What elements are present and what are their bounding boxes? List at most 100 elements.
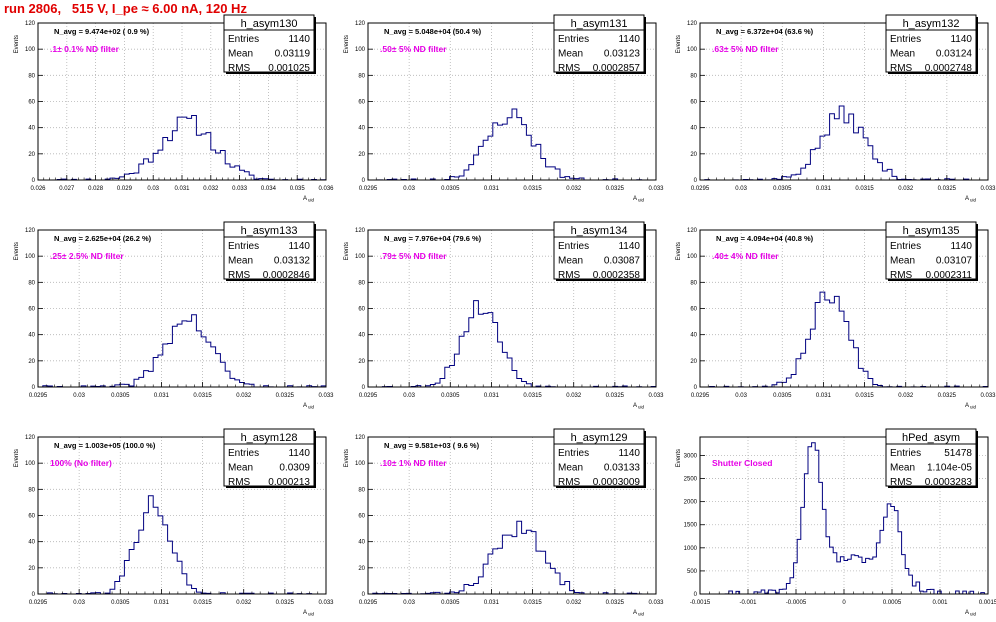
y-tick-label: 0 — [362, 592, 366, 598]
x-tick-label: 0.0325 — [938, 186, 957, 192]
y-tick-label: 80 — [358, 487, 365, 493]
x-tick-label: 0.0315 — [193, 393, 212, 399]
x-axis-label: Auid — [303, 196, 315, 203]
y-tick-label: 20 — [358, 359, 365, 365]
y-tick-label: 3000 — [684, 453, 698, 459]
stats-box-frame — [223, 428, 315, 487]
x-axis-label: Auid — [965, 196, 977, 203]
stats-box: h_asym129 Entries 1140 Mean 0.03133 RMS 0.0003… — [553, 428, 646, 488]
stats-value: 1140 — [288, 34, 310, 45]
y-tick-label: 100 — [355, 47, 366, 53]
x-tick-label: 0.033 — [648, 186, 664, 192]
y-tick-label: 120 — [25, 435, 36, 441]
navg-label: N_avg = 1.003e+05 (100.0 %) — [54, 441, 156, 450]
stats-label: RMS — [558, 270, 581, 281]
y-tick-label: 0 — [694, 592, 698, 598]
x-tick-label: 0.032 — [898, 393, 914, 399]
stats-label: RMS — [890, 270, 913, 281]
navg-label: N_avg = 4.094e+04 (40.8 %) — [716, 234, 814, 243]
histogram-name: h_asym134 — [571, 225, 628, 237]
y-tick-label: 80 — [28, 487, 35, 493]
stats-box-frame — [553, 221, 645, 280]
histogram-panel-h_asym134: 0.0295 0.03 0.0305 0.031 0.0315 0.032 0.0325 0.… — [344, 221, 664, 410]
y-tick-label: 60 — [28, 100, 35, 106]
stats-value: 1140 — [950, 241, 972, 252]
y-tick-label: 100 — [25, 254, 36, 260]
y-tick-label: 2500 — [684, 477, 698, 483]
x-tick-label: 0.0295 — [359, 600, 378, 606]
stats-value: 1140 — [618, 241, 640, 252]
y-tick-label: 40 — [28, 540, 35, 546]
filter-label: .10± 1% ND filter — [380, 458, 447, 468]
stats-value: 1140 — [288, 448, 310, 459]
y-tick-label: 100 — [355, 254, 366, 260]
x-tick-label: 0.0315 — [193, 600, 212, 606]
y-tick-label: 20 — [690, 359, 697, 365]
stats-label: Mean — [558, 49, 583, 60]
y-tick-label: 40 — [358, 126, 365, 132]
stats-value: 0.03119 — [275, 49, 311, 60]
navg-label: N_avg = 5.048e+04 (50.4 %) — [384, 27, 482, 36]
y-tick-label: 100 — [25, 461, 36, 467]
y-tick-label: 20 — [28, 566, 35, 572]
y-axis-label: Events — [676, 449, 682, 467]
filter-label: Shutter Closed — [712, 458, 772, 468]
y-tick-label: 120 — [25, 21, 36, 27]
y-tick-label: 100 — [25, 47, 36, 53]
x-axis-label: Auid — [965, 610, 977, 617]
stats-box: h_asym130 Entries 1140 Mean 0.03119 RMS 0.0010… — [223, 14, 316, 74]
stats-value: 1.104e-05 — [927, 463, 972, 474]
stats-label: RMS — [558, 63, 581, 74]
stats-value: 1140 — [618, 448, 640, 459]
x-tick-label: 0 — [842, 600, 846, 606]
stats-box: hPed_asym Entries 51478 Mean 1.104e-05 RMS 0.0… — [885, 428, 978, 488]
stats-label: Entries — [890, 241, 921, 252]
y-axis-label: Events — [14, 242, 20, 260]
y-tick-label: 40 — [358, 333, 365, 339]
histogram-panel-h_asym132: 0.0295 0.03 0.0305 0.031 0.0315 0.032 0.0325 0.… — [676, 14, 996, 203]
stats-label: Mean — [890, 49, 915, 60]
histogram-name: h_asym128 — [241, 432, 298, 444]
histogram-panel-h_asym130: 0.026 0.027 0.028 0.029 0.03 0.031 0.032 0.033 0… — [14, 14, 334, 203]
x-tick-label: 0.032 — [236, 393, 252, 399]
x-tick-label: 0.031 — [174, 186, 190, 192]
histogram-series — [368, 520, 656, 595]
navg-label: N_avg = 2.625e+04 (26.2 %) — [54, 234, 152, 243]
stats-value: 0.0002311 — [925, 270, 972, 281]
stats-label: Entries — [890, 448, 921, 459]
x-tick-label: 0.0305 — [773, 186, 792, 192]
stats-label: RMS — [228, 63, 251, 74]
x-tick-label: 0.032 — [566, 600, 582, 606]
y-tick-label: 0 — [32, 178, 36, 184]
x-tick-label: 0.0315 — [523, 393, 542, 399]
stats-value: 0.03124 — [936, 49, 973, 60]
stats-value: 0.000213 — [268, 477, 310, 488]
x-tick-label: 0.0325 — [938, 393, 957, 399]
y-axis-label: Events — [14, 449, 20, 467]
y-tick-label: 120 — [355, 21, 366, 27]
histogram-panel-hPed_asym: -0.0015 -0.001 -0.0005 0 0.0005 0.001 0.0015 0 5… — [676, 428, 996, 617]
histogram-panel-h_asym133: 0.0295 0.03 0.0305 0.031 0.0315 0.032 0.0325 0.… — [14, 221, 334, 410]
stats-value: 0.0002358 — [593, 270, 641, 281]
y-tick-label: 20 — [358, 566, 365, 572]
x-axis-label: Auid — [633, 403, 645, 410]
histogram-name: h_asym133 — [241, 225, 298, 237]
y-tick-label: 120 — [25, 228, 36, 234]
stats-label: Mean — [228, 49, 253, 60]
y-tick-label: 0 — [32, 592, 36, 598]
stats-box-frame — [553, 428, 645, 487]
stats-value: 0.0003009 — [593, 477, 641, 488]
stats-box: h_asym132 Entries 1140 Mean 0.03124 RMS 0.0002… — [885, 14, 978, 74]
stats-label: RMS — [228, 477, 251, 488]
stats-value: 0.03107 — [936, 256, 973, 267]
x-tick-label: 0.03 — [735, 186, 747, 192]
x-tick-label: 0.033 — [318, 393, 334, 399]
stats-label: RMS — [558, 477, 581, 488]
stats-value: 0.0309 — [279, 463, 310, 474]
stats-value: 0.03123 — [604, 49, 641, 60]
x-tick-label: 0.0315 — [523, 186, 542, 192]
x-axis-label: Auid — [633, 610, 645, 617]
x-tick-label: 0.03 — [735, 393, 747, 399]
stats-label: Entries — [558, 34, 589, 45]
